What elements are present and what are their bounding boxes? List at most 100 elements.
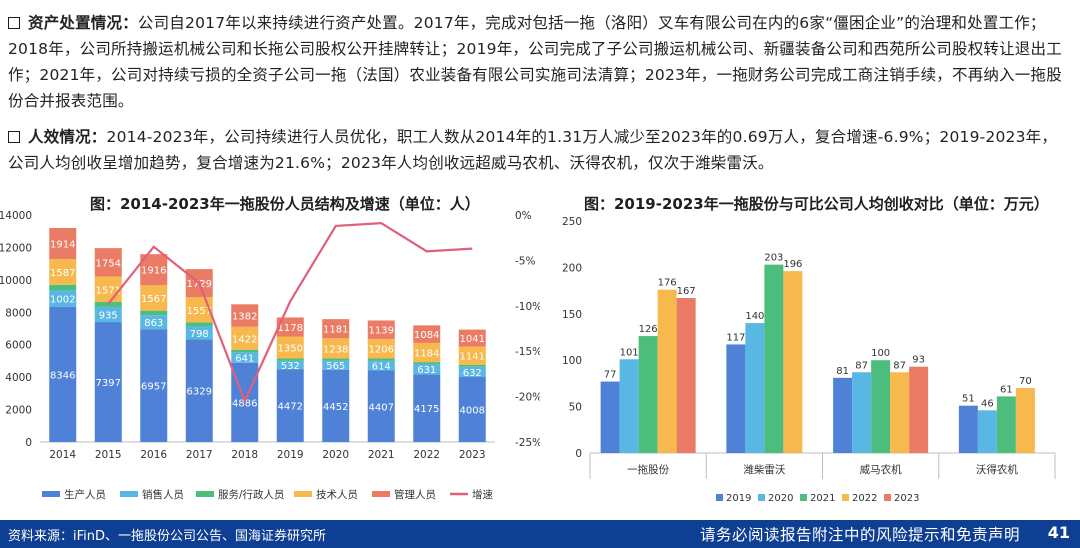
x-tick-label: 2019 [277,449,304,461]
data-label: 1084 [414,330,439,341]
data-label: 87 [893,360,906,371]
y-tick-label: 50 [569,402,582,414]
legend-label: 增速 [472,488,493,501]
data-label: 565 [326,361,345,372]
x-tick-label: 2023 [459,449,486,461]
bar-segment [185,339,213,442]
legend-swatch [120,491,138,497]
legend-label: 2022 [852,493,877,504]
data-label: 641 [235,354,254,365]
data-label: 1350 [278,343,303,354]
data-label: 1571 [96,285,121,296]
legend-label: 技术人员 [316,488,358,501]
y-tick-label: 6000 [5,340,32,352]
bar-segment [231,304,259,327]
x-tick-label: 2015 [95,449,122,461]
data-label: 1567 [141,294,166,305]
data-label: 117 [726,332,745,343]
source-note: 资料来源：iFinD、一拖股份公司公告、国海证券研究所 [8,529,327,544]
data-label: 196 [783,259,802,270]
bar-segment [367,358,395,361]
y2-tick-label: 0% [515,210,532,222]
y2-tick-label: -25% [515,437,540,449]
bar-segment [231,352,259,363]
data-label: 1557 [187,306,212,317]
bar-segment [413,374,441,442]
bar-segment [458,366,486,378]
bar-segment [94,248,122,277]
bar-segment [413,342,441,363]
x-tick-label: 2020 [322,449,349,461]
bar-segment [458,329,486,347]
data-label: 61 [1000,384,1013,395]
data-label: 77 [604,370,617,381]
bar [833,377,853,453]
bar-segment [49,227,77,260]
bar [676,298,696,453]
bar-segment [367,338,395,359]
y-tick-label: 2000 [5,405,32,417]
bar [619,359,639,453]
data-label: 101 [620,347,639,358]
bar [890,372,910,453]
legend-label: 2020 [768,493,793,504]
staff-structure-chart: 0 2000 4000 6000 8000 10000 12000 14000 0% -5% -10… [0,210,540,501]
bar [638,336,658,453]
bar-segment [185,322,213,327]
checkbox-bullet-icon [8,131,20,143]
efficiency-text: 2014-2023年，公司持续进行人员优化，职工人数从2014年的1.31万人减… [8,128,1058,172]
bar-segment [94,306,122,323]
data-label: 8346 [50,370,75,381]
legend-label: 2019 [726,493,751,504]
data-label: 1382 [232,312,257,323]
y2-tick-label: -15% [515,346,540,358]
data-label: 4886 [232,398,257,409]
bar-segment [140,315,168,330]
bar-segment [94,302,122,307]
bar-segment [231,349,259,353]
x-tick-label: 一拖股份 [627,463,669,476]
bar-segment [322,358,350,361]
y-tick-label: 0 [25,437,32,449]
data-label: 4472 [278,402,303,413]
page-number: 41 [1047,523,1070,542]
bar-segment [276,358,304,361]
data-label: 176 [658,278,677,289]
data-label: 935 [99,310,118,321]
bar-segment [413,325,441,343]
bar-segment [322,338,350,359]
bar [1015,388,1035,453]
data-label: 798 [190,329,209,340]
data-label: 632 [463,368,482,379]
data-label: 6329 [187,387,212,398]
legend-swatch [372,491,390,497]
data-label: 1002 [50,295,75,306]
bar-segment [49,306,77,442]
data-label: 70 [1019,376,1032,387]
bar-segment [367,320,395,339]
data-label: 1238 [323,344,348,355]
y-tick-label: 100 [562,355,582,367]
data-label: 93 [912,355,925,366]
legend-swatch [294,491,312,497]
bar-segment [458,377,486,442]
left-chart-title: 图：2014-2023年一拖股份人员结构及增速（单位：人） [90,195,480,213]
x-tick-label: 沃得农机 [976,463,1018,476]
bar-segment [458,346,486,365]
data-label: 532 [281,361,300,372]
x-tick-label: 2016 [140,449,167,461]
legend-label: 管理人员 [394,488,436,501]
bar [783,271,803,453]
data-label: 4407 [369,402,394,413]
bar-segment [276,317,304,337]
x-tick-label: 威马农机 [860,463,902,476]
y2-tick-label: -10% [515,301,540,313]
efficiency-paragraph: 人效情况：2014-2023年，公司持续进行人员优化，职工人数从2014年的1.… [8,124,1072,176]
data-label: 140 [745,311,764,322]
data-label: 87 [855,360,868,371]
y-tick-label: 10000 [0,275,32,287]
bar-segment [185,326,213,340]
disclaimer-text: 请务必阅读报告附注中的风险提示和免责声明 [699,526,1020,544]
data-label: 167 [677,286,696,297]
y-tick-label: 4000 [5,372,32,384]
